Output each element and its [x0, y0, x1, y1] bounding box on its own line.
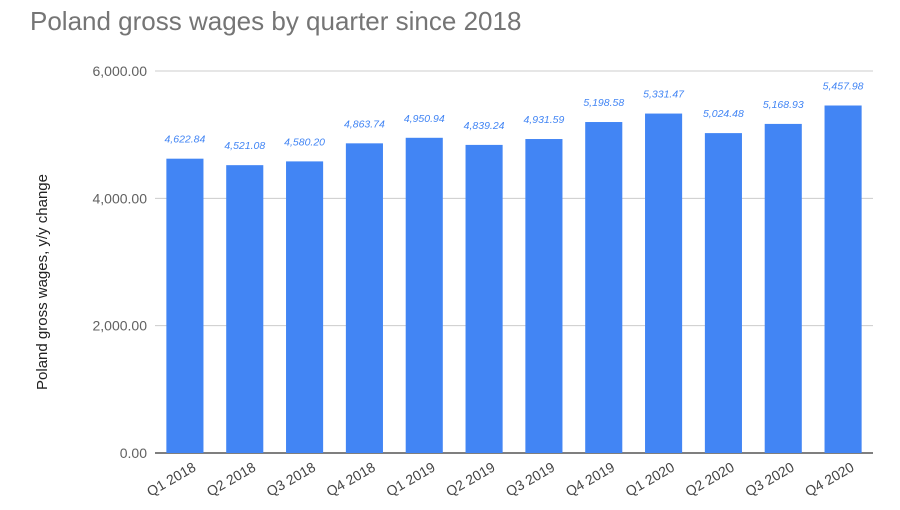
- bar: [824, 105, 862, 453]
- data-label: 4,950.94: [404, 113, 445, 125]
- y-axis-title: Poland gross wages, y/y change: [34, 174, 51, 390]
- x-tick-label: Q3 2019: [503, 459, 558, 500]
- data-label: 5,198.58: [583, 97, 624, 109]
- y-tick-label: 4,000.00: [93, 190, 148, 206]
- data-label: 4,839.24: [464, 120, 505, 132]
- bar: [166, 158, 204, 453]
- gridlines: [155, 70, 873, 454]
- data-label: 4,622.84: [164, 134, 205, 146]
- bar: [525, 139, 563, 454]
- x-tick-label: Q2 2018: [204, 459, 259, 500]
- data-label: 4,931.59: [523, 114, 564, 126]
- y-tick-label: 2,000.00: [93, 318, 148, 334]
- x-tick-label: Q3 2018: [264, 459, 319, 500]
- x-tick-label: Q4 2020: [802, 459, 857, 500]
- data-label: 5,168.93: [763, 99, 804, 111]
- bar: [465, 144, 503, 453]
- y-axis-ticks: 0.00 2,000.00 4,000.00 6,000.00: [93, 63, 148, 461]
- data-label: 4,580.20: [284, 136, 325, 148]
- x-tick-label: Q1 2020: [623, 459, 678, 500]
- x-tick-label: Q1 2018: [144, 459, 199, 500]
- chart-title: Poland gross wages by quarter since 2018: [30, 6, 522, 36]
- data-label: 5,331.47: [643, 89, 685, 101]
- data-label: 4,521.08: [224, 140, 265, 152]
- bar: [645, 113, 683, 453]
- data-labels: 4,622.84 4,521.08 4,580.20 4,863.74 4,950.94…: [164, 81, 863, 153]
- data-label: 5,024.48: [703, 108, 744, 120]
- x-axis-ticks: Q1 2018 Q2 2018 Q3 2018 Q4 2018 Q1 2019 Q2 20…: [144, 459, 857, 500]
- bar: [764, 123, 802, 454]
- x-tick-label: Q1 2019: [383, 459, 438, 500]
- data-label: 5,457.98: [823, 81, 864, 93]
- y-tick-label: 0.00: [120, 445, 147, 461]
- bar: [405, 137, 443, 453]
- x-tick-label: Q2 2019: [443, 459, 498, 500]
- bar: [226, 165, 264, 454]
- bar: [585, 122, 623, 453]
- y-tick-label: 6,000.00: [93, 63, 148, 79]
- x-tick-label: Q4 2019: [563, 459, 618, 500]
- bar: [345, 143, 383, 453]
- x-tick-label: Q2 2020: [682, 459, 737, 500]
- bar: [704, 133, 742, 454]
- x-tick-label: Q4 2018: [323, 459, 378, 500]
- bar: [286, 161, 324, 454]
- bars: [166, 105, 862, 454]
- data-label: 4,863.74: [344, 118, 385, 130]
- x-tick-label: Q3 2020: [742, 459, 797, 500]
